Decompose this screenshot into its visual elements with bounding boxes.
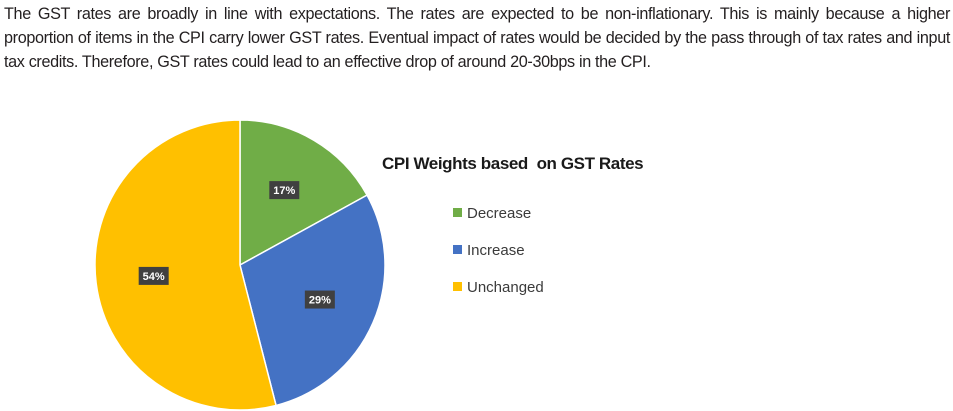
legend-item-increase: Increase xyxy=(453,242,525,259)
slice-label-text: 54% xyxy=(143,271,165,283)
slice-label-box xyxy=(304,290,335,309)
legend-item-decrease: Decrease xyxy=(453,205,531,222)
chart-title: CPI Weights based on GST Rates xyxy=(382,154,643,173)
legend-swatch xyxy=(453,208,462,217)
pie-slice-labels: 17% 29% 54% xyxy=(138,181,335,309)
slice-label-text: 29% xyxy=(309,295,331,307)
legend-label: Increase xyxy=(467,242,525,259)
legend-label: Decrease xyxy=(467,205,531,222)
slice-label-box xyxy=(138,266,169,285)
slice-label-increase: 29% xyxy=(304,290,335,309)
slice-label-box xyxy=(269,181,300,200)
slice-label-unchanged: 54% xyxy=(138,266,169,285)
pie-slice-decrease xyxy=(239,119,369,267)
legend-label: Unchanged xyxy=(467,279,544,296)
legend-swatch xyxy=(453,282,462,291)
chart-legend: Decrease Increase Unchanged xyxy=(453,205,544,296)
slice-label-decrease: 17% xyxy=(269,181,300,200)
legend-item-unchanged: Unchanged xyxy=(453,279,544,296)
pie-slice-unchanged xyxy=(94,119,277,411)
pie-slices xyxy=(94,119,386,411)
intro-paragraph: The GST rates are broadly in line with e… xyxy=(4,5,950,71)
legend-swatch xyxy=(453,245,462,254)
slice-label-text: 17% xyxy=(273,185,295,197)
